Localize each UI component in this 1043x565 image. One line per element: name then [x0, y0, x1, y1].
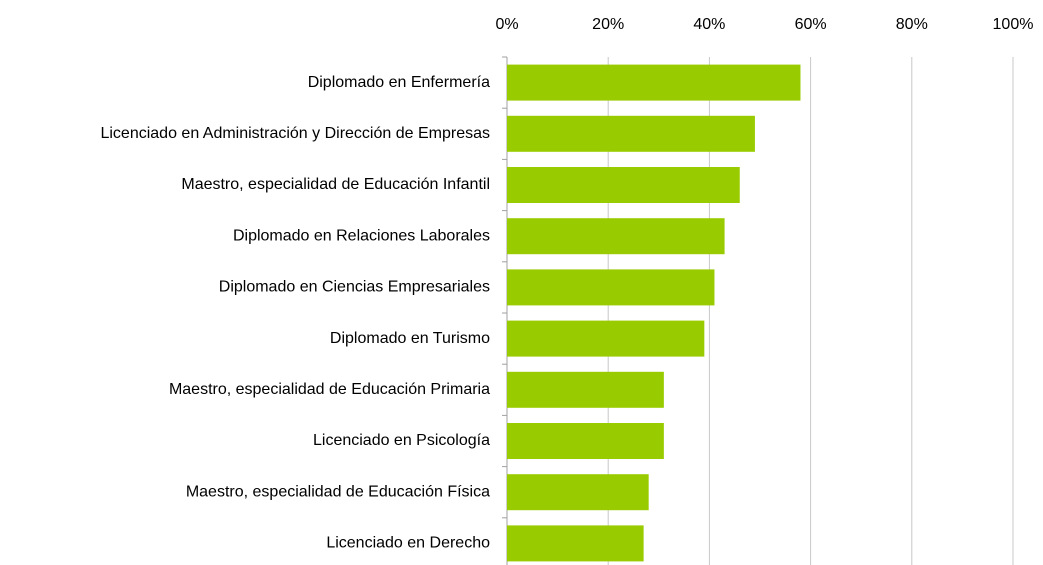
bar: [507, 115, 755, 152]
x-tick-label: 100%: [993, 16, 1034, 33]
y-tick-label: Maestro, especialidad de Educación Físic…: [186, 483, 490, 500]
y-tick-label: Licenciado en Derecho: [326, 535, 490, 552]
bar: [507, 320, 705, 357]
y-tick-label: Diplomado en Relaciones Laborales: [233, 227, 490, 244]
y-tick-label: Diplomado en Ciencias Empresariales: [219, 279, 490, 296]
y-tick-label: Licenciado en Administración y Dirección…: [100, 125, 490, 142]
x-tick-label: 0%: [495, 16, 518, 33]
bar: [507, 218, 725, 255]
bar: [507, 269, 715, 306]
bar: [507, 423, 664, 459]
x-tick-label: 20%: [592, 16, 624, 33]
bar: [507, 64, 801, 101]
y-tick-label: Diplomado en Turismo: [330, 330, 490, 347]
y-tick-label: Maestro, especialidad de Educación Prima…: [169, 381, 490, 398]
y-tick-label: Licenciado en Psicología: [313, 432, 490, 449]
bar: [507, 167, 740, 203]
y-tick-label: Diplomado en Enfermería: [308, 74, 490, 91]
y-tick-label: Maestro, especialidad de Educación Infan…: [181, 176, 490, 193]
bar: [507, 474, 649, 511]
bar: [507, 371, 664, 408]
bar: [507, 525, 644, 562]
x-tick-label: 40%: [693, 16, 725, 33]
x-tick-label: 80%: [896, 16, 928, 33]
x-tick-label: 60%: [795, 16, 827, 33]
